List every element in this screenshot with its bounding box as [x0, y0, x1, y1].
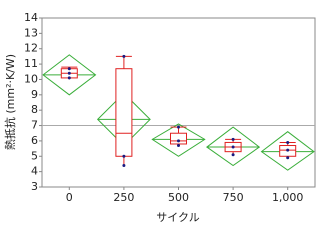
y-tick-label: 8: [31, 103, 38, 116]
x-tick-label: 500: [168, 191, 189, 204]
data-point: [67, 71, 71, 75]
x-tick-label: 250: [113, 191, 134, 204]
data-point: [231, 137, 235, 141]
y-tick-label: 6: [31, 134, 38, 147]
data-point: [177, 139, 180, 143]
y-tick-label: 3: [31, 180, 38, 193]
data-point: [286, 156, 290, 160]
x-tick-label: 0: [66, 191, 73, 204]
box: [115, 68, 133, 157]
y-tick-label: 4: [31, 165, 38, 178]
data-point: [177, 144, 180, 148]
box: [170, 132, 187, 145]
y-tick-label: 12: [24, 42, 38, 55]
x-tick-label: 1,000: [272, 191, 304, 204]
plot-frame: [41, 17, 316, 188]
chart: サイクル 熱抵抗 (mm²·K/W) 3 4 5 6 7 8 9 10 11 12 13 14 0 250…: [3, 11, 316, 224]
data-point: [67, 67, 71, 71]
data-point: [286, 148, 290, 152]
data-point: [231, 145, 235, 149]
y-tick-label: 14: [24, 11, 38, 24]
y-tick-label: 13: [24, 26, 38, 39]
data-point: [122, 163, 126, 167]
y-tick-label: 5: [31, 149, 38, 162]
data-point: [286, 140, 290, 144]
data-point: [231, 153, 235, 157]
x-axis-title: サイクル: [156, 211, 199, 224]
data-point: [122, 154, 126, 158]
y-tick-label: 9: [31, 88, 38, 101]
data-point: [122, 54, 126, 58]
y-tick-label: 10: [24, 72, 38, 85]
data-point: [177, 125, 180, 129]
y-tick-label: 7: [31, 119, 38, 132]
x-tick-label: 750: [223, 191, 244, 204]
data-point: [67, 76, 71, 80]
y-axis-title: 熱抵抗 (mm²·K/W): [3, 54, 17, 150]
y-tick-label: 11: [24, 57, 38, 70]
